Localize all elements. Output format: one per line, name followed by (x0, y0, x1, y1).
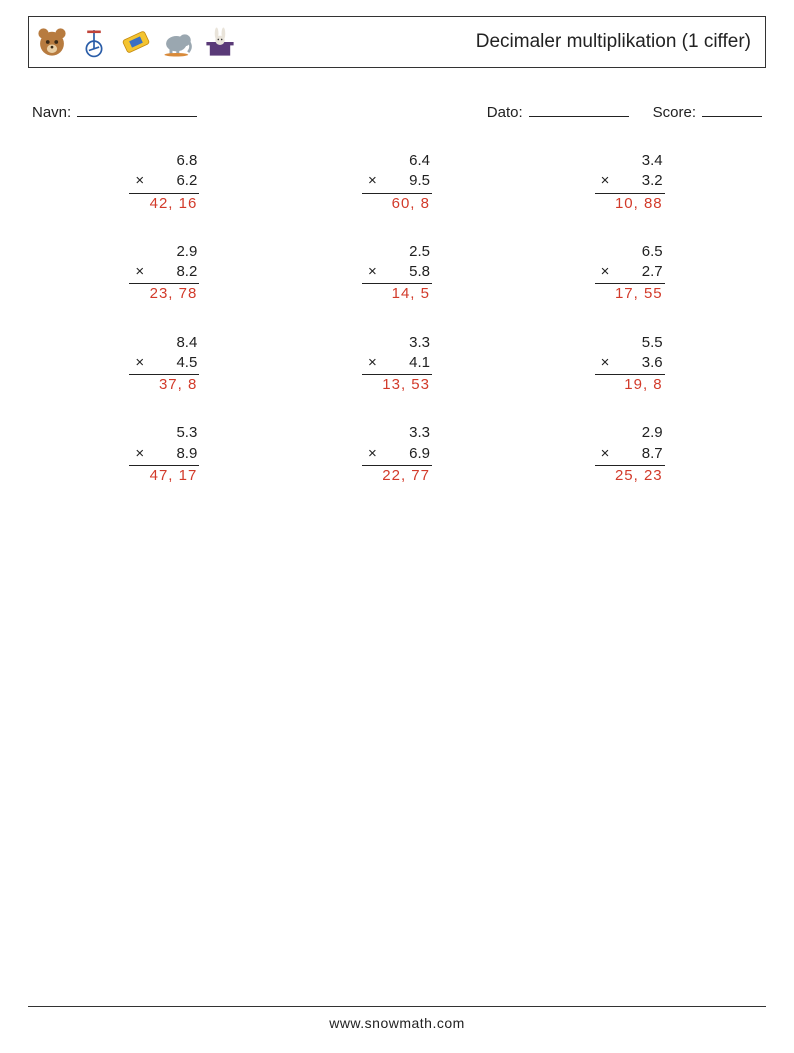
operator: × (368, 171, 377, 191)
answer: 42, 16 (129, 194, 199, 214)
problem: 6.4× 9.5 60, 8 (281, 151, 514, 214)
operand-b: 3.2 (642, 171, 663, 191)
operand-a: 2.5 (362, 242, 432, 262)
operand-b: 2.7 (642, 262, 663, 282)
operator: × (368, 353, 377, 373)
problem: 2.9× 8.223, 78 (48, 242, 281, 305)
score-blank[interactable] (702, 102, 762, 117)
answer: 14, 5 (362, 284, 432, 304)
problem: 3.3× 6.922, 77 (281, 423, 514, 486)
date-blank[interactable] (529, 102, 629, 117)
unicycle-icon (77, 25, 111, 59)
operator: × (135, 444, 144, 464)
bear-icon (35, 25, 69, 59)
problem: 3.4× 3.2 10, 88 (513, 151, 746, 214)
operand-b: 8.2 (176, 262, 197, 282)
operand-b-row: × 4.1 (362, 353, 432, 375)
elephant-icon (161, 25, 195, 59)
operand-a: 2.9 (129, 242, 199, 262)
operand-a: 3.4 (595, 151, 665, 171)
answer: 23, 78 (129, 284, 199, 304)
operand-a: 3.3 (362, 333, 432, 353)
operand-b-row: × 8.7 (595, 444, 665, 466)
operand-b-row: × 6.2 (129, 171, 199, 193)
operand-b: 9.5 (409, 171, 430, 191)
operand-b-row: × 3.2 (595, 171, 665, 193)
problem: 2.9× 8.725, 23 (513, 423, 746, 486)
operator: × (601, 171, 610, 191)
operand-b-row: × 2.7 (595, 262, 665, 284)
answer: 22, 77 (362, 466, 432, 486)
answer: 37, 8 (129, 375, 199, 395)
footer-text: www.snowmath.com (329, 1015, 465, 1031)
operand-b-row: × 5.8 (362, 262, 432, 284)
operator: × (601, 262, 610, 282)
operand-b-row: × 8.2 (129, 262, 199, 284)
operator: × (135, 262, 144, 282)
operand-b: 8.9 (176, 444, 197, 464)
answer: 10, 88 (595, 194, 665, 214)
operator: × (135, 353, 144, 373)
page-title: Decimaler multiplikation (1 ciffer) (476, 31, 751, 53)
operand-a: 8.4 (129, 333, 199, 353)
operand-a: 5.5 (595, 333, 665, 353)
answer: 60, 8 (362, 194, 432, 214)
answer: 19, 8 (595, 375, 665, 395)
operand-a: 2.9 (595, 423, 665, 443)
answer: 17, 55 (595, 284, 665, 304)
problems-grid: 6.8×6.242, 166.4×9.560, 83.4×3.210, 882.… (28, 151, 766, 486)
operand-a: 6.8 (129, 151, 199, 171)
operand-a: 6.5 (595, 242, 665, 262)
answer: 47, 17 (129, 466, 199, 486)
answer: 25, 23 (595, 466, 665, 486)
problem: 5.5× 3.619, 8 (513, 333, 746, 396)
operand-b-row: × 3.6 (595, 353, 665, 375)
operator: × (368, 444, 377, 464)
operand-a: 5.3 (129, 423, 199, 443)
answer: 13, 53 (362, 375, 432, 395)
operand-a: 3.3 (362, 423, 432, 443)
operand-b: 4.1 (409, 353, 430, 373)
footer-divider (28, 1006, 766, 1007)
operand-b: 3.6 (642, 353, 663, 373)
operator: × (135, 171, 144, 191)
operand-b-row: × 4.5 (129, 353, 199, 375)
header-icons (35, 25, 237, 59)
ticket-icon (119, 25, 153, 59)
operator: × (601, 353, 610, 373)
problem: 6.8× 6.2 42, 16 (48, 151, 281, 214)
operand-b-row: × 9.5 (362, 171, 432, 193)
operand-b: 6.2 (176, 171, 197, 191)
meta-row: Navn: Dato: Score: (28, 102, 766, 121)
operand-b: 5.8 (409, 262, 430, 282)
problem: 8.4× 4.537, 8 (48, 333, 281, 396)
rabbit-hat-icon (203, 25, 237, 59)
problem: 3.3× 4.113, 53 (281, 333, 514, 396)
operand-b-row: × 6.9 (362, 444, 432, 466)
name-label: Navn: (32, 104, 71, 121)
problem: 2.5× 5.814, 5 (281, 242, 514, 305)
operand-b: 4.5 (176, 353, 197, 373)
operand-b: 6.9 (409, 444, 430, 464)
score-label: Score: (653, 104, 696, 121)
footer: www.snowmath.com (0, 1006, 794, 1031)
operand-b: 8.7 (642, 444, 663, 464)
operator: × (368, 262, 377, 282)
operator: × (601, 444, 610, 464)
operand-b-row: × 8.9 (129, 444, 199, 466)
problem: 6.5× 2.717, 55 (513, 242, 746, 305)
problem: 5.3× 8.947, 17 (48, 423, 281, 486)
operand-a: 6.4 (362, 151, 432, 171)
header-box: Decimaler multiplikation (1 ciffer) (28, 16, 766, 68)
date-label: Dato: (487, 104, 523, 121)
name-blank[interactable] (77, 102, 197, 117)
